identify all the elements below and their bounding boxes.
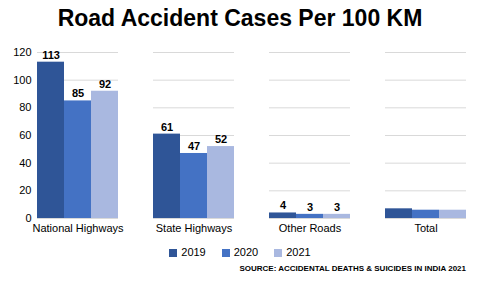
svg-text:40: 40 (19, 157, 31, 169)
svg-text:20: 20 (19, 184, 31, 196)
svg-text:0: 0 (25, 212, 31, 224)
svg-text:3: 3 (334, 201, 340, 213)
svg-text:National Highways: National Highways (32, 222, 124, 234)
svg-text:92: 92 (99, 78, 111, 90)
svg-text:100: 100 (13, 74, 31, 86)
svg-text:52: 52 (215, 133, 227, 145)
html-text:2020: 2020 (233, 246, 259, 258)
svg-text:Other Roads: Other Roads (279, 222, 342, 234)
svg-text:State Highways: State Highways (156, 222, 233, 234)
svg-text:Total: Total (414, 222, 437, 234)
svg-text:3: 3 (307, 201, 313, 213)
svg-text:60: 60 (19, 129, 31, 141)
svg-text:85: 85 (72, 87, 84, 99)
svg-text:113: 113 (42, 49, 60, 61)
svg-text:47: 47 (188, 140, 200, 152)
html-text:SOURCE: ACCIDENTAL DEATHS & SU: SOURCE: ACCIDENTAL DEATHS & SUICIDES IN … (239, 264, 466, 273)
svg-text:4: 4 (280, 199, 287, 211)
html-text:2021: 2021 (286, 246, 311, 258)
svg-text:80: 80 (19, 101, 31, 113)
html-text:2019: 2019 (181, 246, 206, 258)
svg-text:120: 120 (13, 46, 31, 58)
html-text:Road Accident Cases Per 100 KM: Road Accident Cases Per 100 KM (57, 5, 423, 31)
svg-text:61: 61 (161, 121, 173, 133)
